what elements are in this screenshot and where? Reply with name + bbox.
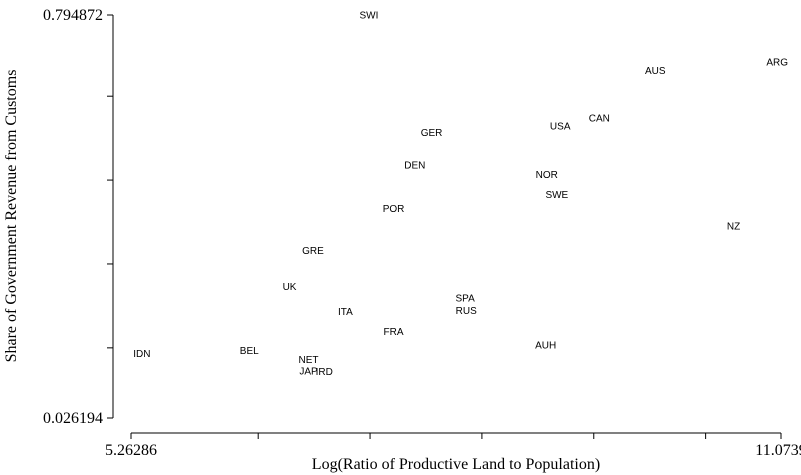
- point-label-usa: USA: [550, 122, 571, 133]
- point-label-auh: AUH: [535, 341, 556, 352]
- data-point-labels: SWI ARG AUS CAN USA GER DEN NOR SWE POR NZ GRE UK SPA…: [133, 10, 788, 378]
- point-label-den: DEN: [404, 160, 425, 171]
- point-label-idn: IDN: [133, 349, 150, 360]
- y-axis-ticks: 0.026194 0.794872: [43, 7, 113, 427]
- point-label-swe: SWE: [545, 190, 568, 201]
- point-label-spa: SPA: [455, 294, 475, 305]
- point-label-swi: SWI: [359, 10, 378, 21]
- point-label-ita: ITA: [338, 307, 353, 318]
- x-tick-label: 5.26286: [105, 442, 157, 459]
- x-axis-title: Log(Ratio of Productive Land to Populati…: [312, 456, 600, 473]
- axes: [112, 15, 781, 434]
- point-label-ird: IRD: [316, 367, 333, 378]
- point-label-arg: ARG: [766, 58, 788, 69]
- point-label-nor: NOR: [536, 170, 558, 181]
- point-label-uk: UK: [283, 282, 297, 293]
- point-label-jap: JAP: [299, 366, 318, 377]
- point-label-can: CAN: [589, 114, 610, 125]
- y-tick-label: 0.026194: [43, 410, 103, 427]
- point-label-bel: BEL: [240, 346, 259, 357]
- y-tick-label: 0.794872: [43, 7, 103, 24]
- x-axis-ticks: 5.26286 11.0739: [105, 433, 801, 459]
- point-label-ger: GER: [421, 128, 443, 139]
- point-label-fra: FRA: [384, 327, 404, 338]
- point-label-rus: RUS: [456, 306, 477, 317]
- y-axis-title: Share of Government Revenue from Customs: [3, 70, 20, 363]
- x-tick-label: 11.0739: [755, 442, 801, 459]
- point-label-por: POR: [383, 204, 405, 215]
- point-label-aus: AUS: [645, 66, 666, 77]
- point-label-nz: NZ: [727, 222, 740, 233]
- point-label-gre: GRE: [302, 246, 324, 257]
- point-label-net: NET: [299, 355, 319, 366]
